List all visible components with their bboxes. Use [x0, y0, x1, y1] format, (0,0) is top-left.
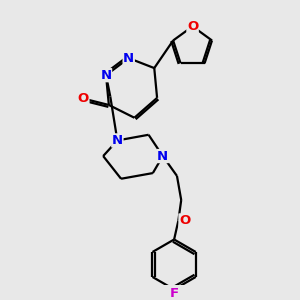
Text: O: O: [78, 92, 89, 105]
Text: O: O: [187, 20, 198, 33]
Text: O: O: [179, 214, 190, 227]
Text: N: N: [100, 69, 112, 82]
Text: N: N: [112, 134, 123, 147]
Text: N: N: [123, 52, 134, 64]
Text: N: N: [157, 150, 168, 163]
Text: F: F: [169, 287, 179, 300]
